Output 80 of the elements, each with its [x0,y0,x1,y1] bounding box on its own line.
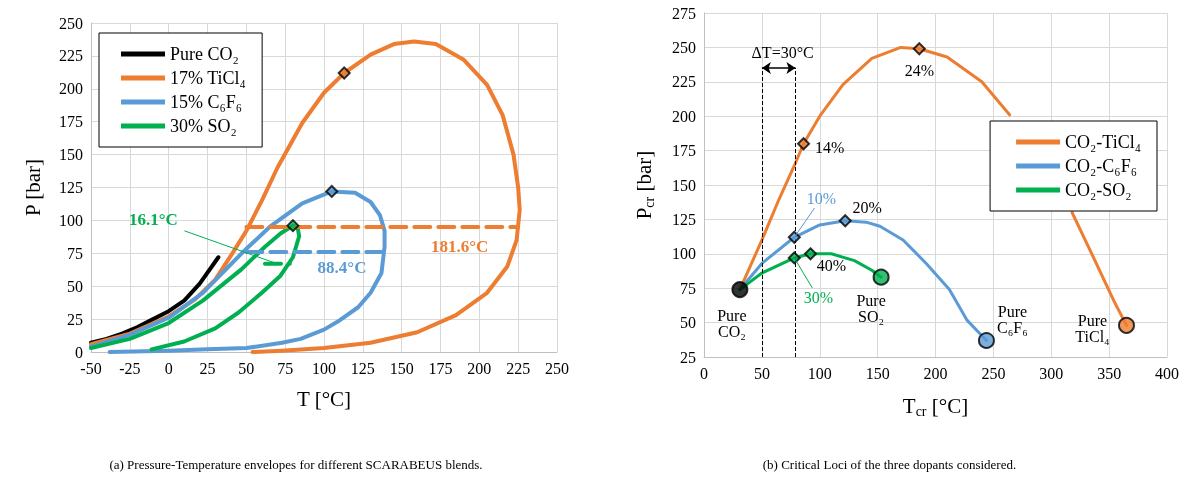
annotation: 181.6°C [430,237,489,257]
point [325,184,339,198]
point [286,219,300,233]
x-tick-label: -25 [119,359,141,377]
y-tick-label: 225 [59,47,83,65]
x-tick-label: 250 [545,359,569,377]
annotation: Pure CO₂ [717,307,747,341]
legend-label: 30% SO₂ [170,116,237,136]
x-tick-label: 0 [700,364,708,382]
legend-label: Pure CO₂ [170,44,239,64]
y-tick-label: 125 [59,179,83,196]
x-tick-label: 150 [865,364,890,382]
x-tick-label: 25 [199,359,216,377]
y-axis-title: Pcr [bar] [631,150,657,220]
annotation: 14% [814,139,845,157]
point [787,251,801,265]
y-tick-label: 225 [672,73,696,91]
y-tick-label: 25 [680,348,696,366]
y-tick-label: 125 [672,210,696,228]
annotation: 16.1°C [128,210,178,230]
legend-label: CO₂-SO₂ [1065,180,1132,200]
x-tick-label: 350 [1097,364,1122,382]
y-tick-label: 150 [59,146,83,164]
point [912,42,926,56]
annotation: 30% [803,289,833,307]
y-tick-label: 150 [672,176,696,194]
y-tick-label: 25 [67,310,83,328]
x-tick-label: 50 [238,359,255,377]
point [337,66,351,80]
annotation: 88.4°C [317,258,367,278]
point [787,230,801,244]
text: (a) Pressure-Temperature envelopes for different SCARABEUS blends. [109,457,483,472]
y-tick-label: 250 [59,14,83,32]
x-tick-label: 200 [923,364,948,382]
x-tick-label: 250 [981,364,1006,382]
x-axis-title: T [°C] [296,386,352,411]
annotation: Pure C₆F₆ [997,302,1028,336]
annotation: Pure TiCl₄ [1075,311,1111,345]
text: (b) Critical Loci of the three dopants considered. [762,457,1017,472]
y-tick-label: 200 [672,107,696,125]
legend-label: CO₂-TiCl₄ [1065,132,1141,152]
annotation: 20% [852,199,882,217]
x-tick-label: -50 [80,359,102,377]
y-tick-label: 250 [672,38,696,56]
y-tick-label: 275 [672,4,696,22]
x-tick-label: 225 [506,359,531,377]
x-tick-label: 400 [1155,364,1179,382]
annotation: Pure SO₂ [856,291,886,325]
point [838,214,852,228]
x-tick-label: 100 [312,359,336,377]
x-tick-label: 200 [467,359,492,377]
y-tick-label: 0 [75,343,83,361]
point [803,247,817,261]
x-tick-label: 150 [389,359,414,377]
y-tick-label: 100 [59,211,83,229]
x-tick-label: 50 [753,364,770,382]
y-tick-label: 175 [672,142,696,160]
annotation: 40% [816,257,847,275]
x-tick-label: 100 [807,364,832,382]
point [731,281,749,299]
y-tick-label: 175 [59,113,83,131]
x-tick-label: 125 [350,359,375,377]
annotation: 10% [806,189,836,207]
x-tick-label: 75 [277,359,294,377]
y-tick-label: 200 [59,80,83,98]
y-tick-label: 50 [67,277,83,295]
legend-label: 17% TiCl₄ [170,68,246,88]
legend-label: CO₂-C₆F₆ [1065,156,1137,176]
annotation: 24% [904,62,934,80]
x-tick-label: 175 [428,359,453,377]
annotation: ΔT=30°C [751,43,814,61]
y-tick-label: 50 [680,314,696,332]
x-tick-label: 300 [1039,364,1064,382]
legend-label: 15% C₆F₆ [170,92,243,112]
y-axis-title: P [bar] [20,159,45,216]
y-tick-label: 75 [680,279,696,297]
x-tick-label: 0 [164,359,173,377]
y-tick-label: 75 [67,244,83,262]
point [797,137,811,151]
y-tick-label: 100 [672,245,696,263]
